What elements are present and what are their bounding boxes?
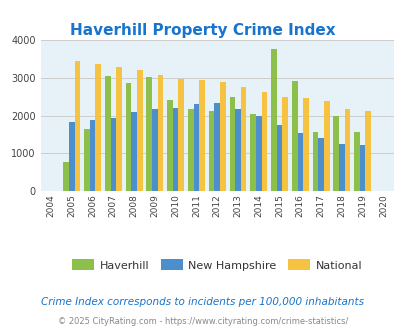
Bar [104,76,110,191]
Bar [291,81,297,191]
Bar [364,111,370,191]
Text: © 2025 CityRating.com - https://www.cityrating.com/crime-statistics/: © 2025 CityRating.com - https://www.city… [58,317,347,326]
Bar [126,83,131,191]
Bar [110,118,116,191]
Bar [75,61,80,191]
Text: Crime Index corresponds to incidents per 100,000 inhabitants: Crime Index corresponds to incidents per… [41,297,364,307]
Bar [84,129,90,191]
Bar [323,101,329,191]
Bar [220,82,225,191]
Bar [199,80,205,191]
Bar [116,67,121,191]
Bar [318,138,323,191]
Text: Haverhill Property Crime Index: Haverhill Property Crime Index [70,23,335,38]
Bar [281,97,287,191]
Bar [193,105,199,191]
Bar [152,110,157,191]
Bar [338,144,344,191]
Bar [63,162,69,191]
Bar [131,113,136,191]
Bar [276,125,281,191]
Bar [297,133,303,191]
Bar [136,70,142,191]
Bar [229,97,234,191]
Bar [173,108,178,191]
Bar [250,114,255,191]
Bar [333,116,338,191]
Bar [208,111,214,191]
Bar [214,103,220,191]
Bar [95,64,101,191]
Bar [178,79,183,191]
Legend: Haverhill, New Hampshire, National: Haverhill, New Hampshire, National [68,255,366,275]
Bar [271,49,276,191]
Bar [157,75,163,191]
Bar [261,92,266,191]
Bar [69,122,75,191]
Bar [146,77,152,191]
Bar [188,109,193,191]
Bar [234,109,240,191]
Bar [90,120,95,191]
Bar [359,145,364,191]
Bar [167,100,173,191]
Bar [303,98,308,191]
Bar [354,132,359,191]
Bar [312,132,318,191]
Bar [344,109,350,191]
Bar [240,87,246,191]
Bar [255,116,261,191]
